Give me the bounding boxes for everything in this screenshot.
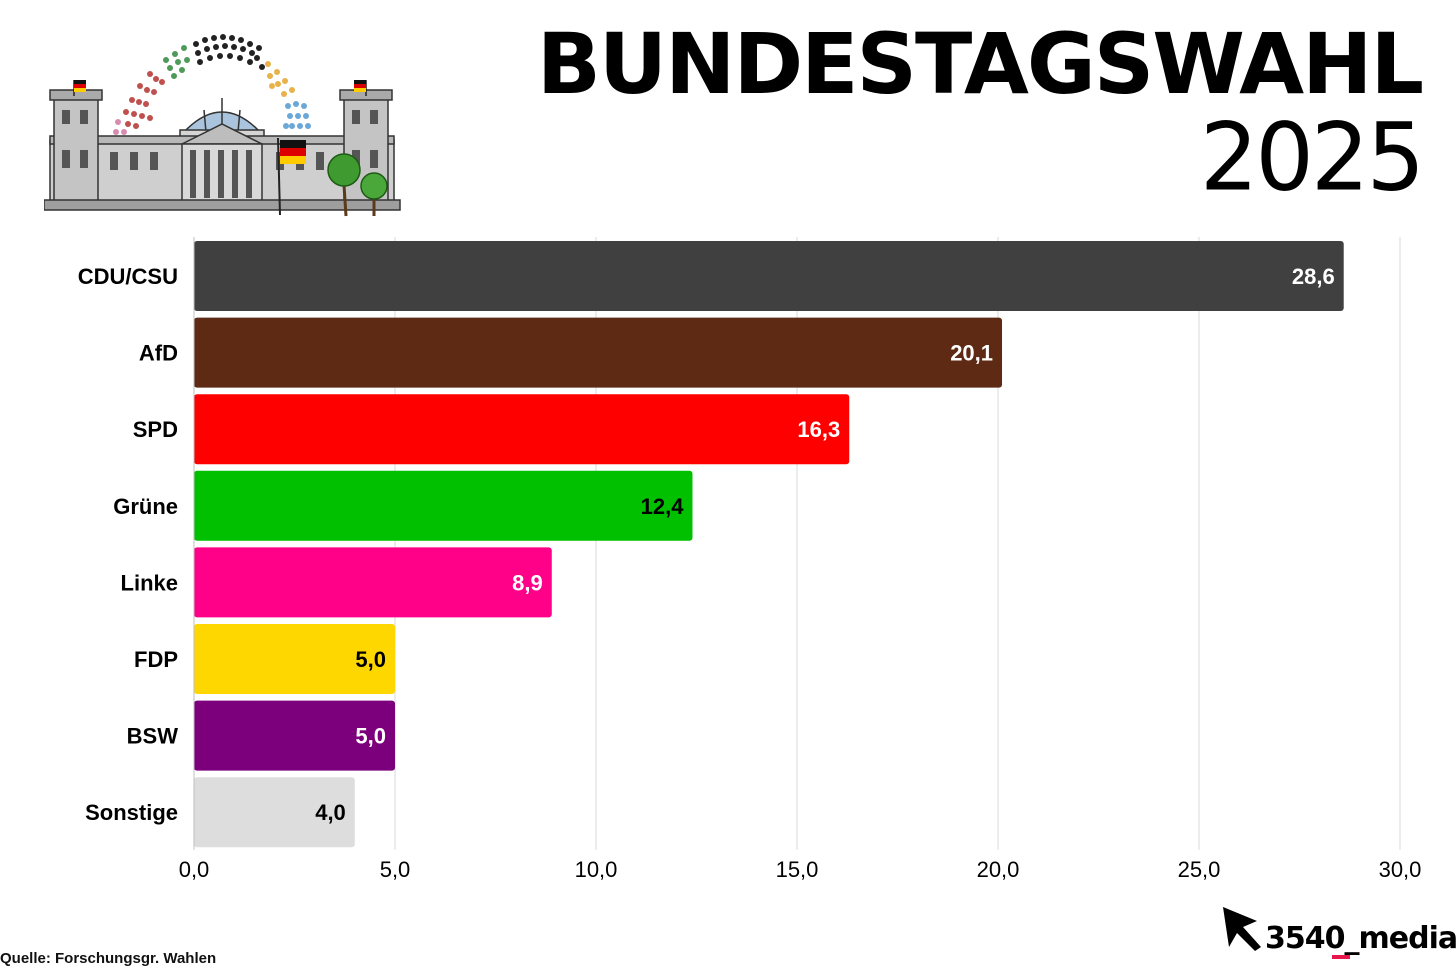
bar [194, 777, 355, 848]
value-label: 4,0 [315, 800, 346, 825]
bar [194, 394, 850, 465]
source-note: Quelle: Forschungsgr. Wahlen [0, 950, 217, 967]
value-label: 16,3 [797, 417, 840, 442]
bar [194, 547, 552, 618]
category-label: SPD [133, 417, 178, 442]
brand-logo: 3540_media [1217, 903, 1456, 963]
parliament-seats-icon [113, 34, 311, 135]
reichstag-illustration [44, 34, 401, 217]
logo-accent [1332, 955, 1350, 959]
page-year: 2025 [1199, 102, 1425, 213]
german-flag-icon [73, 80, 367, 216]
category-label: AfD [139, 341, 178, 366]
category-label: FDP [134, 647, 178, 672]
page-title: BUNDESTAGSWAHL [536, 15, 1424, 113]
value-label: 5,0 [355, 647, 386, 672]
category-label: Linke [121, 570, 178, 595]
tick-label: 0,0 [179, 857, 210, 882]
tick-label: 20,0 [977, 857, 1020, 882]
bar [194, 700, 395, 771]
tree-icon [327, 153, 388, 217]
logo-text: 3540_media [1265, 921, 1456, 956]
value-label: 5,0 [355, 724, 386, 749]
value-label: 8,9 [512, 570, 543, 595]
bar [194, 317, 1003, 388]
value-label: 28,6 [1292, 264, 1335, 289]
bar [194, 241, 1344, 311]
category-label: Grüne [113, 494, 178, 519]
tick-label: 10,0 [575, 857, 618, 882]
bar [194, 470, 693, 541]
value-label: 12,4 [641, 494, 685, 519]
value-label: 20,1 [950, 341, 993, 366]
cursor-arrow-icon [1223, 907, 1261, 951]
tick-label: 30,0 [1379, 857, 1422, 882]
category-label: CDU/CSU [78, 264, 178, 289]
tick-label: 5,0 [380, 857, 411, 882]
category-label: BSW [127, 724, 179, 749]
category-label: Sonstige [85, 800, 178, 825]
tick-label: 15,0 [776, 857, 819, 882]
tick-label: 25,0 [1178, 857, 1221, 882]
bar [194, 624, 395, 694]
